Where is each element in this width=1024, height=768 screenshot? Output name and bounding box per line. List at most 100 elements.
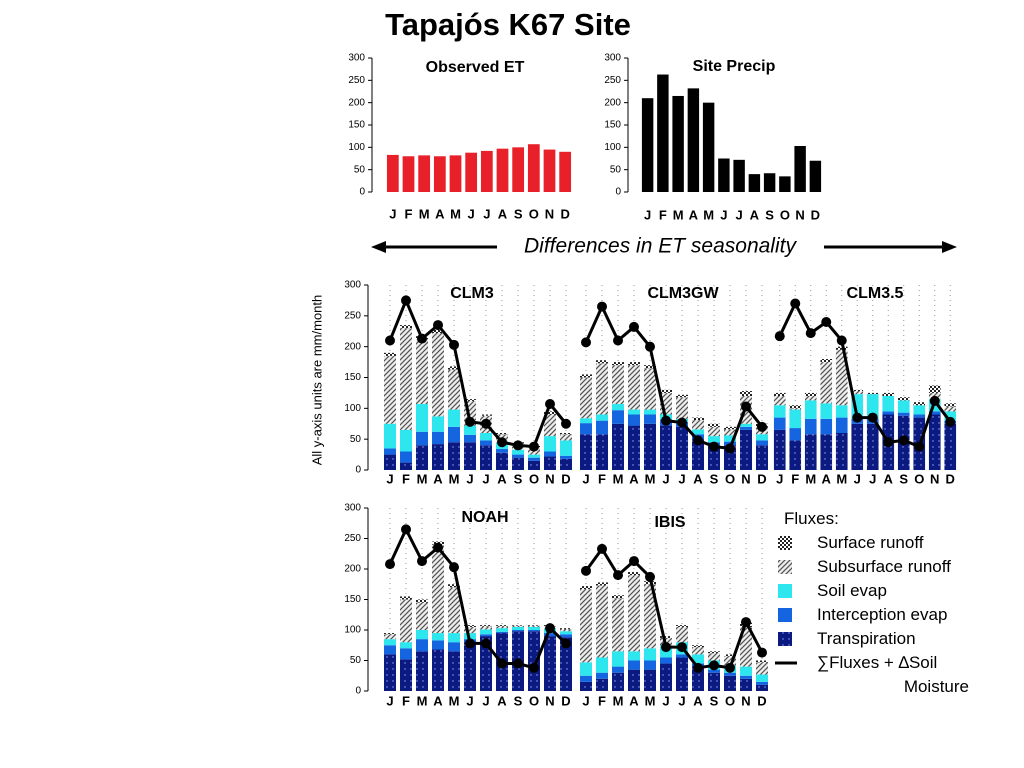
bar-segment xyxy=(560,634,572,638)
line-point xyxy=(465,416,475,427)
bar-segment xyxy=(644,584,656,649)
line-point xyxy=(661,642,671,653)
bar xyxy=(641,98,654,192)
line-point xyxy=(725,662,735,673)
page-title: Tapajós K67 Site xyxy=(385,7,631,42)
bar-segment xyxy=(480,629,492,635)
bar-segment xyxy=(384,633,396,635)
bar-segment xyxy=(560,455,572,459)
bar-segment xyxy=(512,630,524,632)
bar-segment xyxy=(628,365,640,410)
bar-segment xyxy=(756,674,768,682)
line-point xyxy=(741,617,751,628)
bar-segment xyxy=(496,631,508,634)
bar-segment xyxy=(464,625,476,627)
x-tick-label: A xyxy=(497,471,507,486)
bar-segment xyxy=(708,445,720,470)
bar xyxy=(794,145,806,192)
line-point xyxy=(757,421,767,432)
bar-segment xyxy=(480,440,492,446)
x-tick-label: A xyxy=(435,206,445,221)
bar-segment xyxy=(528,631,540,691)
bar-segment xyxy=(692,647,704,655)
bar-segment xyxy=(612,362,624,366)
bar-segment xyxy=(913,402,926,406)
x-tick-label: A xyxy=(629,693,639,708)
x-tick-label: F xyxy=(598,471,606,486)
bar-segment xyxy=(724,656,736,666)
line-point xyxy=(385,335,395,346)
x-tick-label: M xyxy=(450,206,461,221)
bar-segment xyxy=(448,366,460,370)
bar-segment xyxy=(676,426,688,470)
legend-swatch xyxy=(778,608,792,622)
y-tick-label: 100 xyxy=(344,403,361,414)
bar-segment xyxy=(851,394,864,419)
bar-segment xyxy=(820,403,833,419)
x-tick-label: M xyxy=(417,693,428,708)
bar-segment xyxy=(820,434,833,470)
x-tick-label: J xyxy=(776,471,783,486)
line-point xyxy=(693,662,703,673)
bar-segment xyxy=(660,425,672,470)
bar-segment xyxy=(740,675,752,679)
line xyxy=(388,525,568,670)
bar-segment xyxy=(628,362,640,366)
x-tick-label: J xyxy=(389,206,396,221)
bar-segment xyxy=(400,328,412,430)
line-point xyxy=(629,321,639,332)
line-point xyxy=(545,399,555,410)
x-tick-label: D xyxy=(560,206,569,221)
bar-segment xyxy=(724,675,736,691)
bar-segment xyxy=(660,636,672,638)
line-point xyxy=(401,295,411,306)
x-tick-label: M xyxy=(673,207,684,222)
bar-segment xyxy=(628,651,640,661)
bar-segment xyxy=(416,602,428,630)
line-point xyxy=(836,335,847,346)
bar-segment xyxy=(660,657,672,664)
y-axis-label: All y-axis units are mm/month xyxy=(309,295,324,466)
bar-segment xyxy=(882,396,895,412)
bar-segment xyxy=(448,369,460,410)
bar-segment xyxy=(913,414,926,418)
bar-segment xyxy=(596,585,608,658)
line-point xyxy=(867,412,878,423)
bar-segment xyxy=(628,425,640,470)
x-tick-label: O xyxy=(725,693,735,708)
x-tick-label: D xyxy=(946,471,955,486)
bar-segment xyxy=(432,649,444,691)
y-tick-label: 250 xyxy=(344,533,361,544)
x-tick-label: N xyxy=(795,207,804,222)
bar-segment xyxy=(928,411,941,415)
y-tick-label: 50 xyxy=(610,164,622,175)
bar-segment xyxy=(580,662,592,676)
x-tick-label: A xyxy=(433,693,443,708)
x-tick-label: O xyxy=(780,207,790,222)
bar xyxy=(672,95,684,192)
bar xyxy=(559,151,572,192)
bar-segment xyxy=(773,417,786,430)
bar-segment xyxy=(544,436,556,452)
bar-segment xyxy=(580,675,592,682)
x-tick-label: J xyxy=(678,471,685,486)
x-tick-label: D xyxy=(811,207,820,222)
bar-segment xyxy=(866,392,879,395)
x-tick-label: A xyxy=(693,471,703,486)
legend-label: Surface runoff xyxy=(817,533,924,552)
line-point xyxy=(581,337,591,348)
x-tick-label: A xyxy=(750,207,760,222)
bar-segment xyxy=(882,392,895,396)
y-tick-label: 100 xyxy=(604,142,621,153)
bar-segment xyxy=(528,625,540,626)
bar-segment xyxy=(773,405,786,418)
x-tick-label: D xyxy=(561,471,570,486)
x-tick-label: S xyxy=(514,693,523,708)
line-point xyxy=(449,339,459,350)
line-point xyxy=(561,638,571,649)
bar-segment xyxy=(496,626,508,629)
x-tick-label: F xyxy=(791,471,799,486)
bar-segment xyxy=(400,659,412,691)
x-tick-label: O xyxy=(914,471,924,486)
bar-segment xyxy=(400,325,412,329)
